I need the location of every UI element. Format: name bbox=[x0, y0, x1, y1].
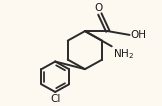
Text: NH$_2$: NH$_2$ bbox=[113, 47, 134, 61]
Text: O: O bbox=[95, 3, 103, 13]
Text: Cl: Cl bbox=[50, 94, 60, 104]
Text: OH: OH bbox=[131, 30, 147, 40]
